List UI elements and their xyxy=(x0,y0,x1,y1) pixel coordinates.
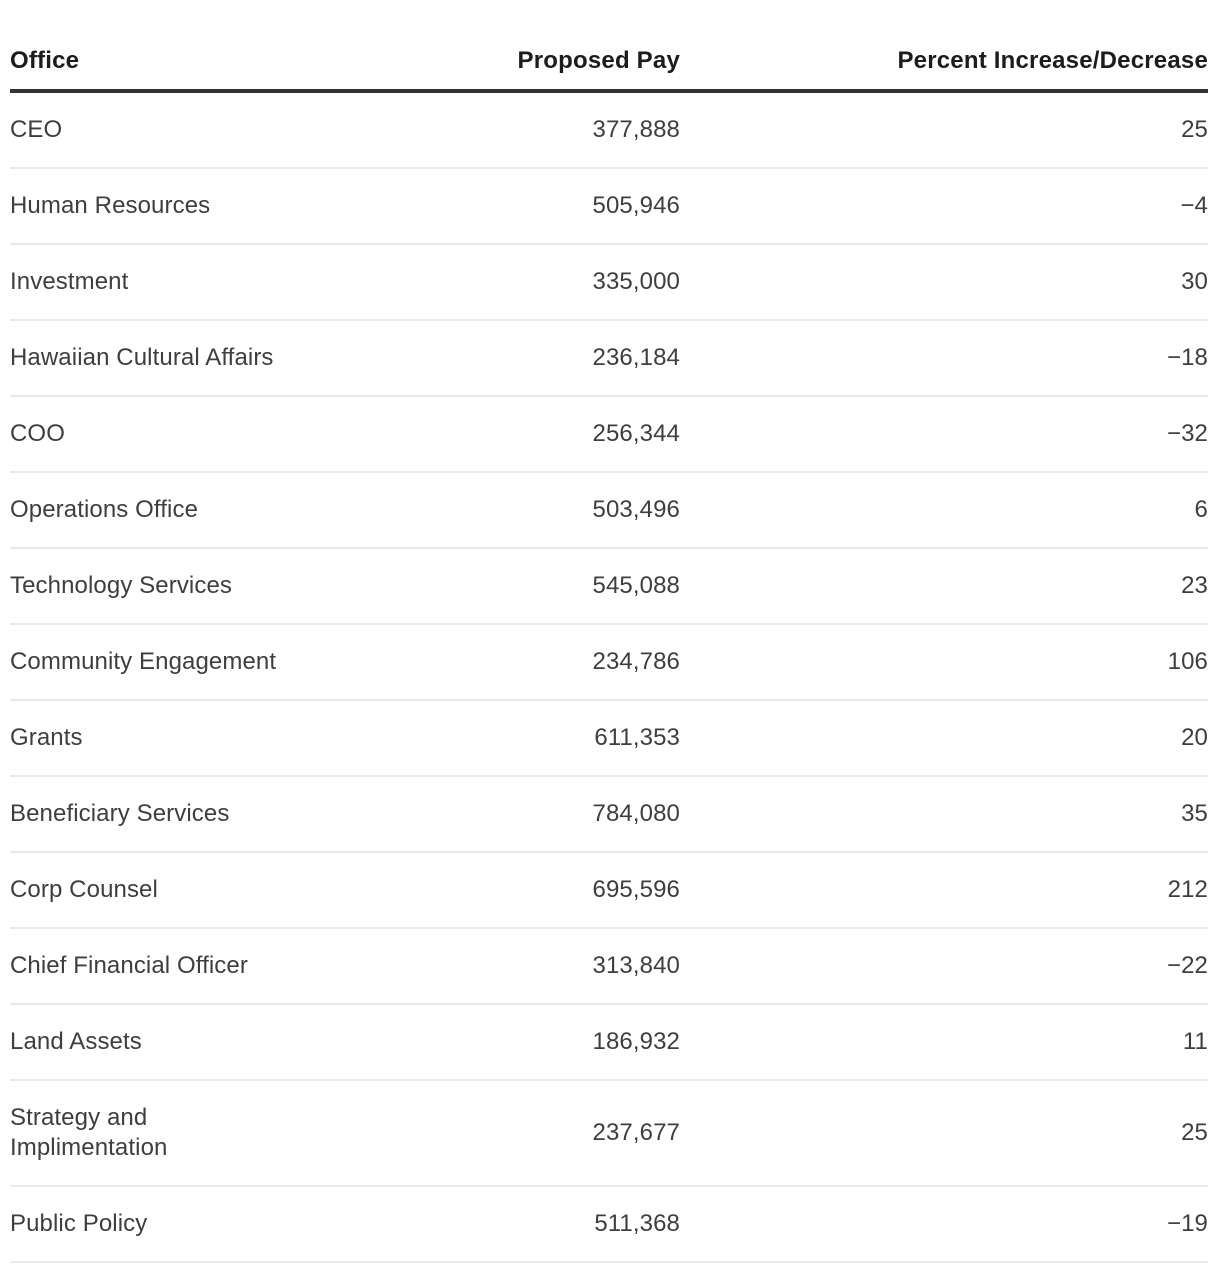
proposed-pay-cell: 611,353 xyxy=(290,700,680,777)
office-cell: Hawaiian Cultural Affairs xyxy=(10,320,290,397)
table-row: Community Engagement 234,786 106 xyxy=(10,624,1208,701)
table-body: CEO 377,888 25 Human Resources 505,946 −… xyxy=(10,91,1208,1263)
proposed-pay-cell: 237,677 xyxy=(290,1080,680,1187)
percent-change-cell: 35 xyxy=(680,776,1208,853)
proposed-pay-cell: 545,088 xyxy=(290,548,680,625)
table-row: CEO 377,888 25 xyxy=(10,91,1208,169)
proposed-pay-cell: 377,888 xyxy=(290,91,680,169)
table-row: Land Assets 186,932 11 xyxy=(10,1004,1208,1081)
proposed-pay-cell: 256,344 xyxy=(290,396,680,473)
office-cell: Operations Office xyxy=(10,472,290,549)
office-cell: Strategy and Implimentation xyxy=(10,1080,290,1187)
proposed-pay-cell: 234,786 xyxy=(290,624,680,701)
office-cell: Investment xyxy=(10,244,290,321)
percent-change-cell: −32 xyxy=(680,396,1208,473)
percent-change-cell: 30 xyxy=(680,244,1208,321)
office-cell: Technology Services xyxy=(10,548,290,625)
table-row: Hawaiian Cultural Affairs 236,184 −18 xyxy=(10,320,1208,397)
table-row: Technology Services 545,088 23 xyxy=(10,548,1208,625)
table-row: Grants 611,353 20 xyxy=(10,700,1208,777)
office-cell: Land Assets xyxy=(10,1004,290,1081)
office-cell: CEO xyxy=(10,91,290,169)
percent-change-cell: 25 xyxy=(680,91,1208,169)
percent-change-cell: 212 xyxy=(680,852,1208,929)
office-cell: Public Policy xyxy=(10,1186,290,1263)
percent-change-cell: 20 xyxy=(680,700,1208,777)
proposed-pay-cell: 503,496 xyxy=(290,472,680,549)
office-cell: Grants xyxy=(10,700,290,777)
percent-change-cell: −19 xyxy=(680,1186,1208,1263)
proposed-pay-cell: 511,368 xyxy=(290,1186,680,1263)
percent-change-cell: 11 xyxy=(680,1004,1208,1081)
column-header-office: Office xyxy=(10,0,290,93)
table-header-row: Office Proposed Pay Percent Increase/Dec… xyxy=(10,0,1208,93)
office-cell: Corp Counsel xyxy=(10,852,290,929)
proposed-pay-cell: 695,596 xyxy=(290,852,680,929)
column-header-percent-change: Percent Increase/Decrease xyxy=(680,0,1208,93)
office-cell: Community Engagement xyxy=(10,624,290,701)
proposed-pay-cell: 335,000 xyxy=(290,244,680,321)
percent-change-cell: −22 xyxy=(680,928,1208,1005)
proposed-pay-cell: 313,840 xyxy=(290,928,680,1005)
office-cell: Chief Financial Officer xyxy=(10,928,290,1005)
table-row: Strategy and Implimentation 237,677 25 xyxy=(10,1080,1208,1187)
office-cell: COO xyxy=(10,396,290,473)
table-row: Investment 335,000 30 xyxy=(10,244,1208,321)
percent-change-cell: 25 xyxy=(680,1080,1208,1187)
table-row: Corp Counsel 695,596 212 xyxy=(10,852,1208,929)
percent-change-cell: 23 xyxy=(680,548,1208,625)
proposed-pay-cell: 505,946 xyxy=(290,168,680,245)
percent-change-cell: −18 xyxy=(680,320,1208,397)
table-row: Public Policy 511,368 −19 xyxy=(10,1186,1208,1263)
table-row: Human Resources 505,946 −4 xyxy=(10,168,1208,245)
office-cell: Beneficiary Services xyxy=(10,776,290,853)
pay-table: Office Proposed Pay Percent Increase/Dec… xyxy=(10,0,1208,1263)
table-row: COO 256,344 −32 xyxy=(10,396,1208,473)
table-row: Chief Financial Officer 313,840 −22 xyxy=(10,928,1208,1005)
column-header-proposed-pay: Proposed Pay xyxy=(290,0,680,93)
proposed-pay-cell: 784,080 xyxy=(290,776,680,853)
proposed-pay-cell: 236,184 xyxy=(290,320,680,397)
table-row: Beneficiary Services 784,080 35 xyxy=(10,776,1208,853)
percent-change-cell: 6 xyxy=(680,472,1208,549)
table-row: Operations Office 503,496 6 xyxy=(10,472,1208,549)
office-cell: Human Resources xyxy=(10,168,290,245)
percent-change-cell: 106 xyxy=(680,624,1208,701)
proposed-pay-cell: 186,932 xyxy=(290,1004,680,1081)
percent-change-cell: −4 xyxy=(680,168,1208,245)
